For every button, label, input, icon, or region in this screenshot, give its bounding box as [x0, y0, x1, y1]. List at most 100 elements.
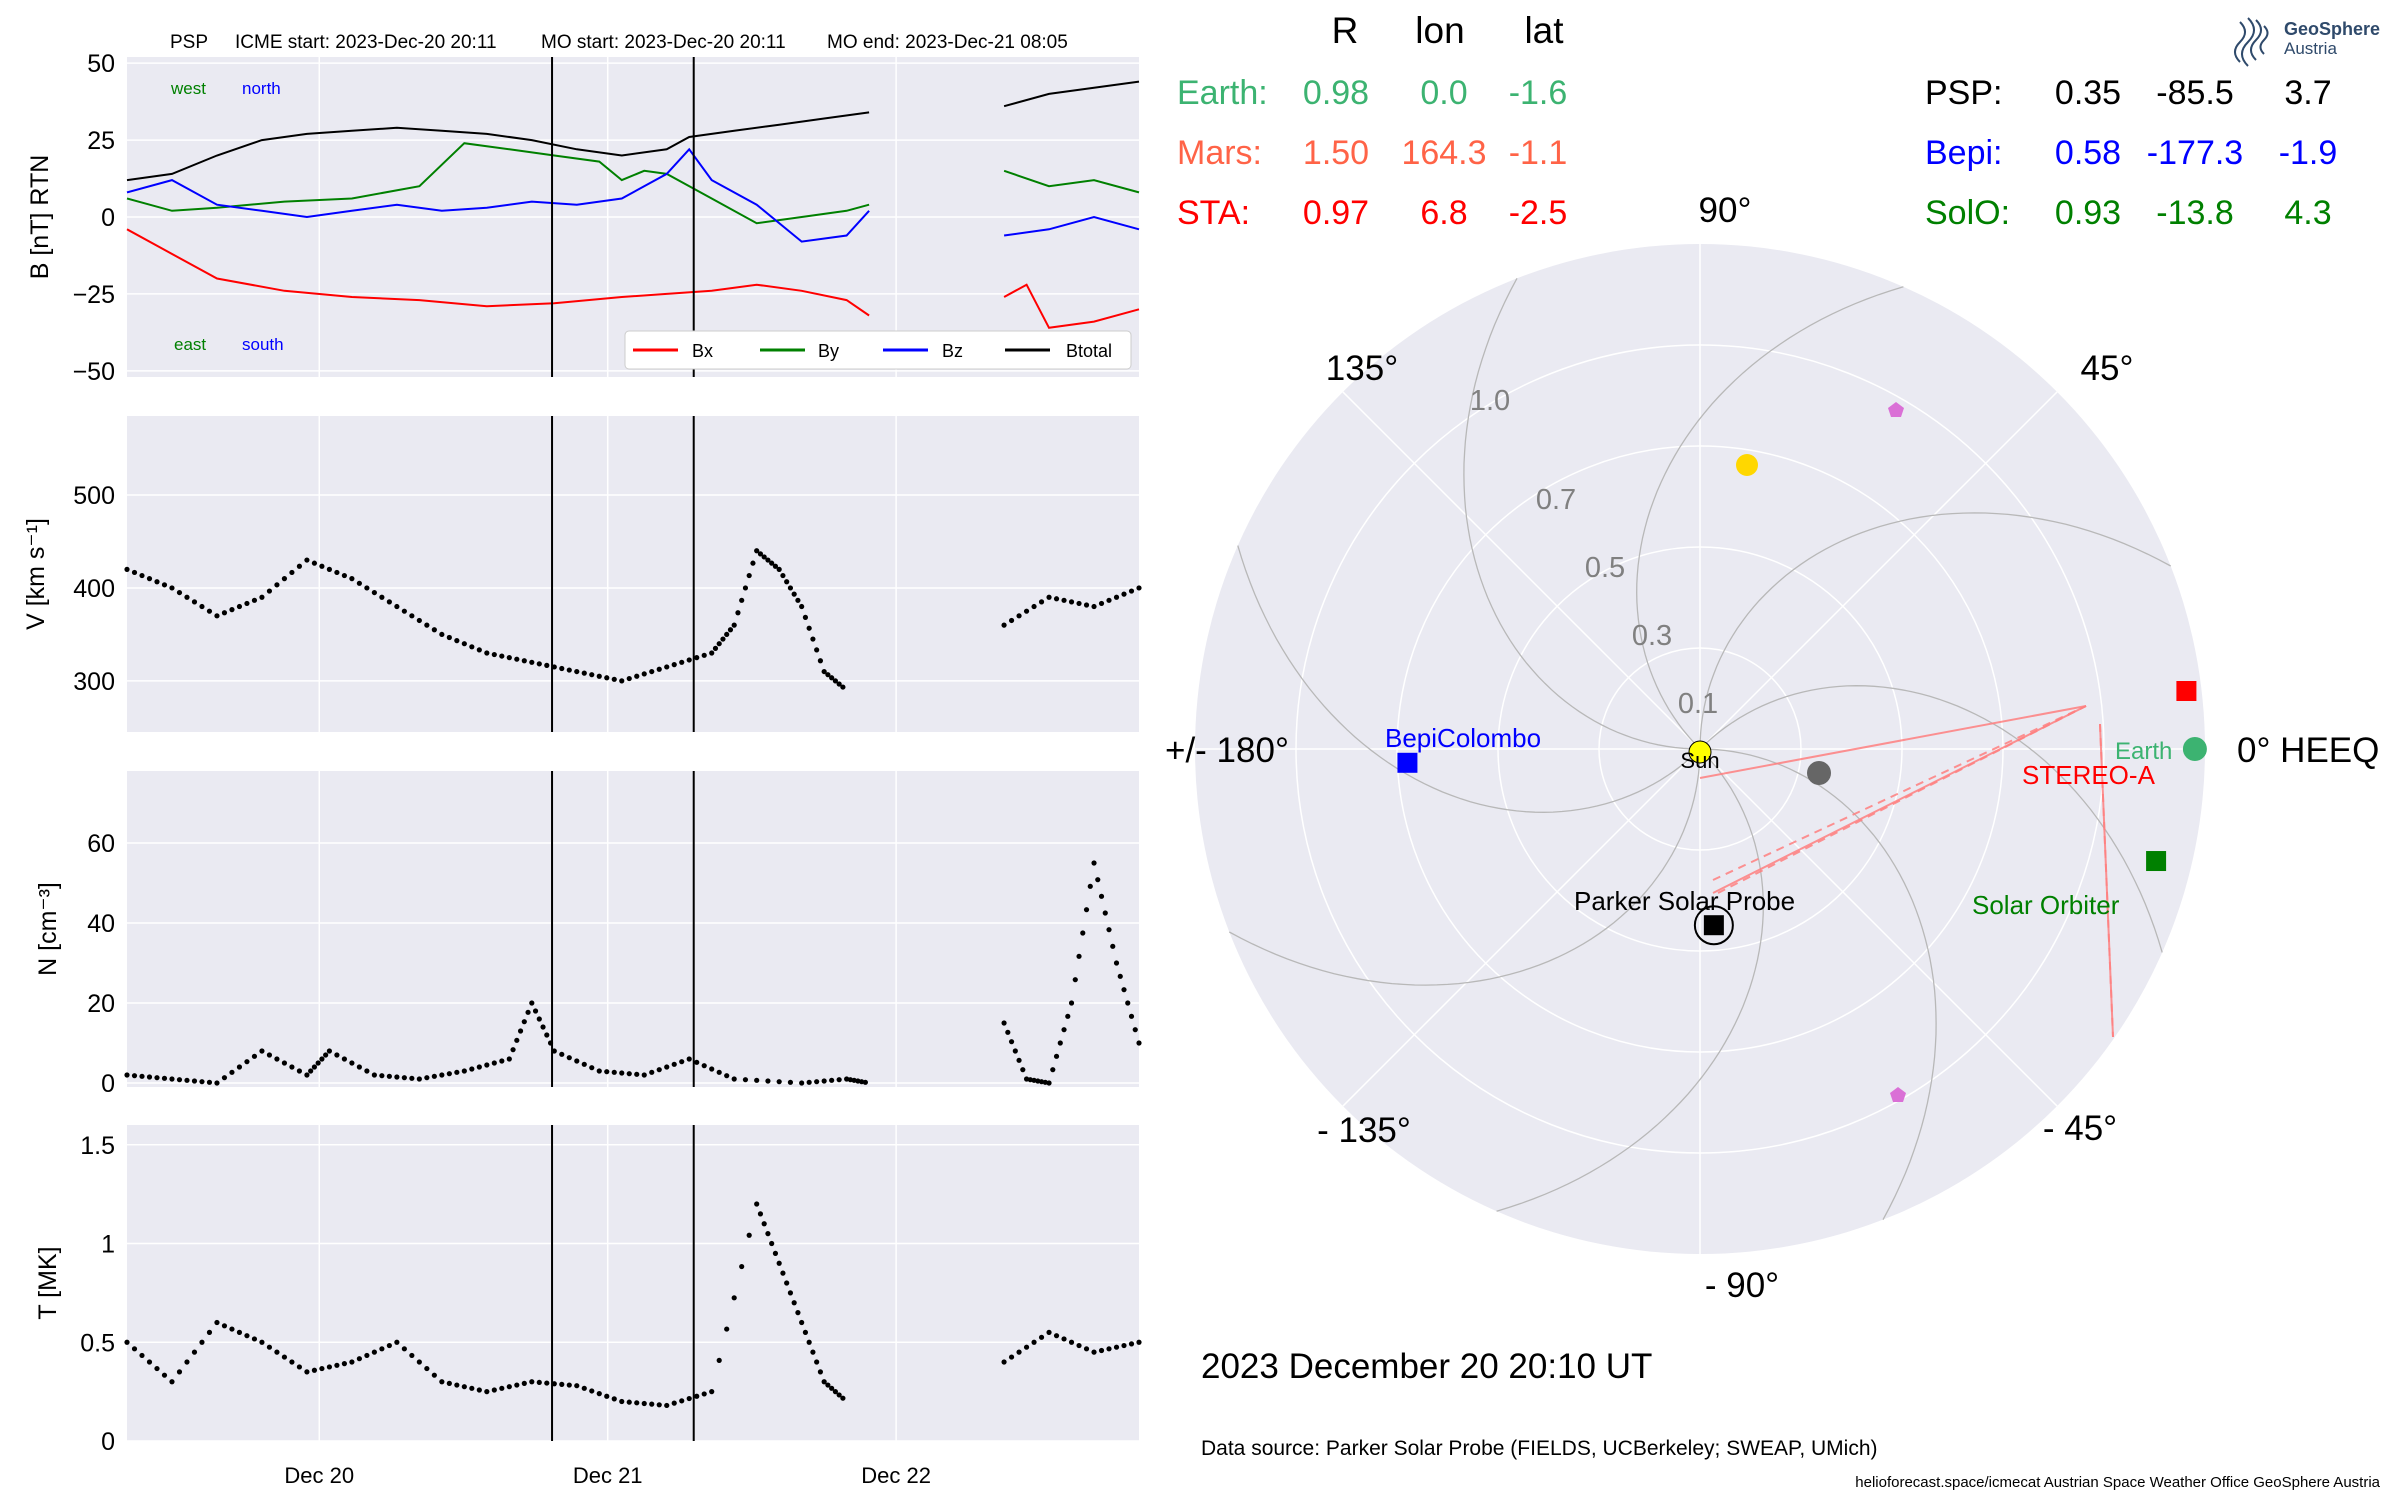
data-point	[259, 594, 265, 600]
data-point	[349, 1359, 355, 1365]
polar-radial-label: 0.5	[1585, 552, 1625, 584]
data-point	[862, 1079, 868, 1085]
data-point	[409, 1352, 415, 1359]
data-point	[772, 563, 779, 569]
data-point	[1095, 877, 1101, 883]
data-point	[656, 666, 662, 672]
data-point	[124, 1339, 130, 1345]
data-point	[536, 1016, 542, 1022]
data-point	[1072, 977, 1078, 983]
data-point	[308, 1068, 314, 1074]
data-point	[780, 572, 786, 579]
data-point	[694, 1059, 700, 1065]
data-point	[1023, 1344, 1030, 1350]
data-point	[821, 668, 827, 675]
data-point	[364, 1068, 370, 1074]
data-point	[787, 1290, 794, 1296]
table-left-rows: Earth: 0.98 0.0 -1.6 Mars: 1.50 164.3 -1.1 STA: 0…	[1177, 74, 1567, 232]
data-point	[1128, 1013, 1135, 1019]
data-point	[469, 644, 475, 650]
data-point	[544, 1032, 550, 1038]
data-point	[769, 1240, 775, 1247]
earth-marker	[2182, 737, 2207, 761]
panel-t-grid	[127, 1125, 1139, 1442]
planet-yellow-marker	[1736, 454, 1758, 476]
data-point	[326, 1048, 332, 1054]
legend-bx-label: Bx	[692, 341, 713, 361]
table-left-cell: 164.3	[1401, 134, 1486, 172]
polar-angle-label: 45°	[2081, 349, 2134, 388]
data-point	[787, 1079, 794, 1085]
data-point	[814, 1079, 820, 1085]
header-mo-end: MO end: 2023-Dec-21 08:05	[827, 32, 1068, 53]
data-point	[364, 1352, 370, 1359]
data-point	[821, 1078, 827, 1084]
data-point	[776, 1260, 782, 1266]
data-point	[671, 662, 677, 668]
data-point	[750, 560, 756, 566]
data-point	[521, 1380, 527, 1386]
data-point	[1001, 1359, 1007, 1365]
data-point	[499, 1385, 505, 1391]
spacecraft-markers	[1397, 680, 2207, 946]
data-point	[671, 1061, 677, 1067]
data-point	[1050, 1067, 1056, 1073]
polar-angle-label: - 90°	[1705, 1266, 1779, 1305]
timestamp: 2023 December 20 20:10 UT	[1201, 1347, 1652, 1386]
planet-gray-marker	[1807, 761, 1831, 785]
data-point	[825, 1382, 831, 1388]
data-point	[484, 650, 490, 656]
data-point	[124, 1072, 130, 1078]
panel-b-grid	[127, 57, 1139, 377]
panel-b-ytick: −25	[73, 281, 115, 309]
data-point	[1076, 953, 1082, 959]
polar-plot: 1.0 0.7 0.5 0.3 0.1 90° 45° 0° HEEQ - 45° - 90° -…	[1165, 191, 2379, 1305]
data-point	[510, 1047, 516, 1053]
table-right-cell: Bepi:	[1925, 134, 2003, 172]
data-point	[559, 1381, 565, 1387]
data-point	[604, 1393, 610, 1399]
data-point	[214, 1319, 220, 1326]
data-point	[1031, 1339, 1037, 1345]
data-point	[491, 651, 497, 658]
table-left-cell: 0.0	[1420, 74, 1467, 112]
panel-v-ytick-labels: 500 400 300	[73, 482, 115, 696]
polar-spoke	[1699, 391, 2058, 750]
data-point	[416, 617, 422, 624]
data-point	[739, 1263, 745, 1270]
data-point	[184, 594, 190, 600]
data-point	[431, 627, 437, 633]
data-point	[266, 1052, 273, 1058]
data-point	[514, 1382, 520, 1388]
data-point	[679, 1398, 685, 1404]
data-point	[1005, 1029, 1011, 1035]
data-point	[206, 608, 213, 614]
data-point	[371, 1072, 377, 1078]
data-point	[802, 1329, 809, 1335]
data-point	[739, 597, 745, 603]
data-point	[379, 1073, 385, 1079]
data-point	[323, 1052, 329, 1058]
data-point	[731, 1295, 737, 1301]
data-point	[319, 1365, 325, 1372]
data-point	[169, 1076, 175, 1082]
annotation-south: south	[242, 335, 284, 354]
data-point	[199, 603, 205, 610]
data-point	[799, 1080, 805, 1086]
data-point	[311, 1064, 318, 1070]
data-point	[356, 1356, 362, 1362]
panel-b-ytick: −50	[73, 358, 115, 386]
data-point	[712, 645, 719, 651]
parker-spiral	[1699, 512, 2172, 750]
table-right-cell: -177.3	[2147, 134, 2243, 172]
data-point	[626, 1399, 632, 1405]
panel-t-ytick: 0	[101, 1428, 115, 1456]
data-point	[536, 1379, 542, 1386]
data-point	[769, 560, 775, 566]
data-point	[836, 681, 842, 687]
data-point	[581, 1061, 587, 1067]
panel-magnetic-field: 50 25 0 −25 −50 B [nT] RTN west north east s…	[26, 50, 1140, 386]
data-point	[1046, 594, 1052, 600]
data-point	[461, 1384, 467, 1390]
